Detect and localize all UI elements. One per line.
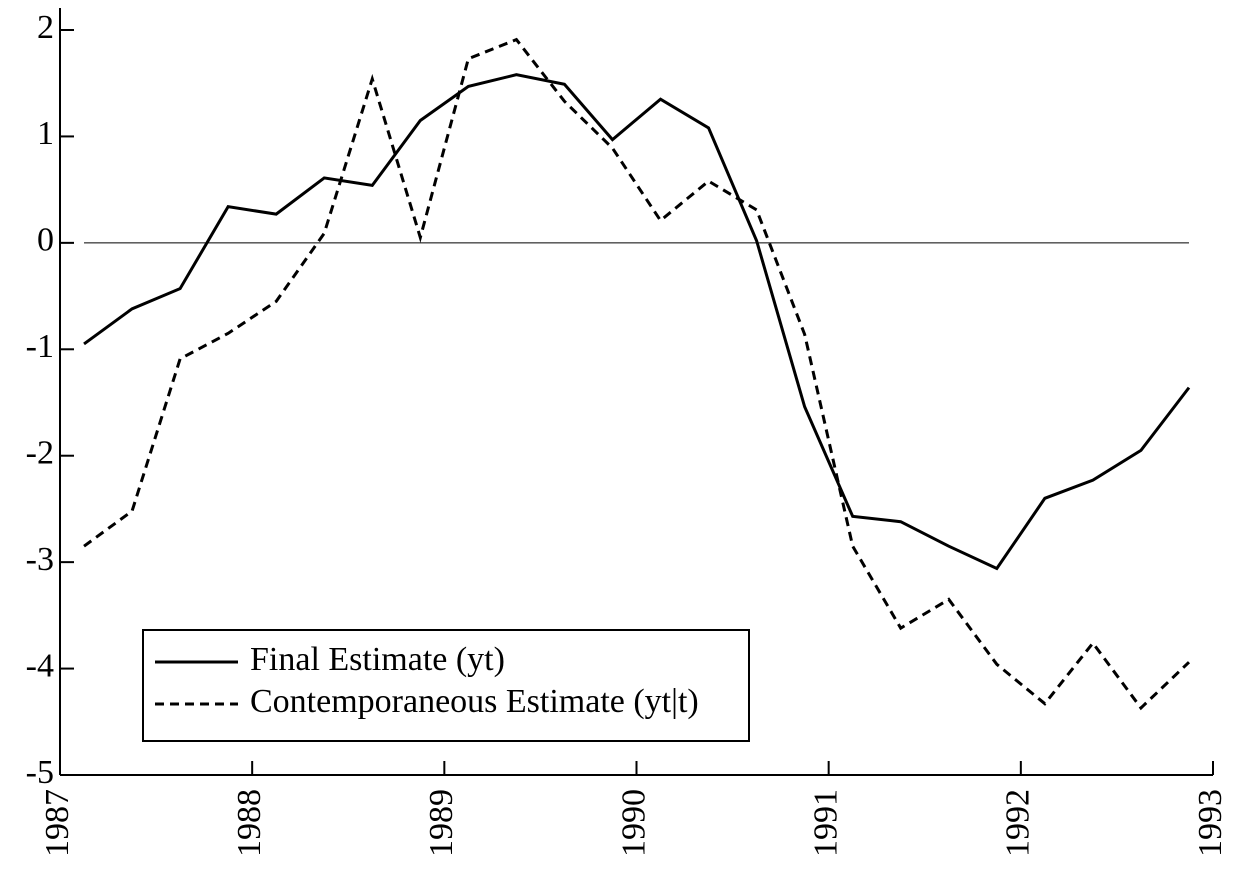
y-tick-label: -3 (26, 541, 54, 578)
y-tick-label: -2 (26, 435, 54, 472)
legend-box (142, 629, 750, 742)
x-tick-label: 1988 (231, 789, 268, 857)
y-tick-label: 1 (37, 115, 54, 152)
y-tick-label: 0 (37, 222, 54, 259)
x-tick-label: 1990 (615, 789, 652, 857)
x-tick-label: 1992 (1000, 789, 1037, 857)
y-tick-label: -4 (26, 647, 54, 684)
series-line (83, 37, 1191, 711)
y-tick-label: -1 (26, 328, 54, 365)
x-tick-label: 1989 (423, 789, 460, 857)
x-tick-label: 1993 (1192, 789, 1229, 857)
y-tick-label: -5 (26, 754, 54, 791)
legend-label: Final Estimate (yt) (250, 641, 505, 678)
x-tick-label: 1987 (39, 789, 76, 857)
legend: Final Estimate (yt) Contemporaneous Estim… (142, 629, 750, 742)
series-line (83, 73, 1191, 571)
legend-label: Contemporaneous Estimate (yt|t) (250, 683, 699, 720)
y-tick-label: 2 (37, 9, 54, 46)
x-tick-label: 1991 (807, 789, 844, 857)
